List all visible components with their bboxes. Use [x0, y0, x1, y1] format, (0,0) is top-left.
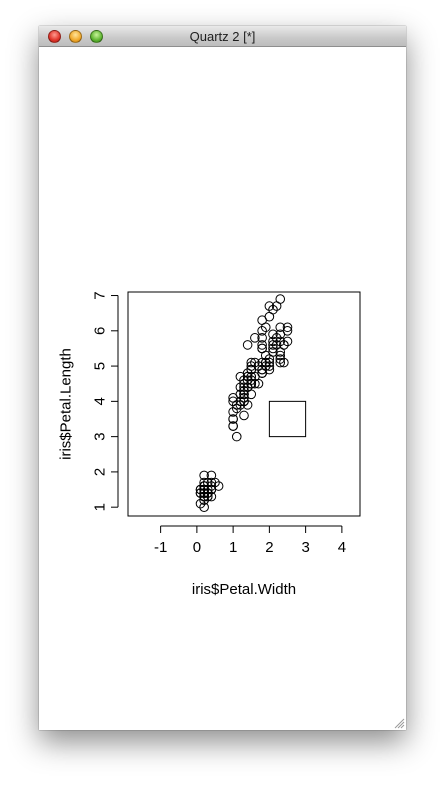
data-point: [228, 407, 238, 417]
data-point: [257, 326, 267, 336]
x-tick-label: 1: [229, 539, 237, 556]
data-point: [235, 389, 246, 400]
data-point: [199, 502, 209, 512]
data-point: [264, 311, 275, 322]
plot-frame: [127, 291, 361, 517]
y-axis: 1 2 3 4 5 6 7: [92, 291, 119, 511]
data-point: [199, 481, 209, 491]
data-point: [253, 378, 264, 389]
x-axis: -1 0 1 2 3 4: [154, 525, 346, 556]
y-tick-label: 2: [92, 468, 109, 476]
data-point: [246, 371, 257, 382]
data-point: [275, 347, 286, 357]
data-point: [231, 431, 242, 442]
y-tick-label: 5: [92, 362, 109, 370]
data-point: [275, 354, 286, 364]
y-tick-label: 1: [92, 503, 109, 511]
data-point: [260, 322, 271, 333]
zoom-button[interactable]: [90, 30, 103, 43]
data-point: [275, 357, 286, 368]
x-tick-label: 4: [338, 539, 346, 556]
y-tick-label: 7: [92, 291, 109, 299]
data-point: [239, 385, 249, 396]
data-point: [206, 470, 217, 481]
data-points: [195, 294, 293, 512]
data-point: [239, 410, 249, 421]
data-point: [260, 357, 271, 368]
data-point: [228, 414, 238, 424]
scatter-plot: -1 0 1 2 3 4 1 2 3 4 5 6 7 iris$Petal.Width iris$Pe…: [58, 291, 361, 598]
overlay-rectangle: [268, 400, 307, 438]
data-point: [199, 488, 209, 498]
data-point: [275, 294, 286, 304]
data-point: [268, 336, 278, 347]
data-point: [242, 340, 253, 350]
data-point: [239, 389, 249, 400]
x-tick-label: 2: [265, 539, 273, 556]
x-tick-label: 0: [193, 539, 201, 556]
y-axis-label: iris$Petal.Length: [58, 348, 75, 460]
plot-canvas: -1 0 1 2 3 4 1 2 3 4 5 6 7 iris$Petal.Width iris$Pe…: [39, 47, 406, 730]
data-point: [275, 322, 286, 333]
title-bar[interactable]: Quartz 2 [*]: [39, 26, 406, 47]
data-point: [257, 340, 267, 350]
data-point: [242, 375, 253, 385]
data-point: [282, 336, 293, 347]
y-tick-label: 4: [92, 397, 109, 405]
x-tick-label: -1: [154, 539, 167, 556]
window-title: Quartz 2 [*]: [189, 29, 256, 44]
minimize-button[interactable]: [69, 30, 82, 43]
data-point: [246, 361, 257, 371]
data-point: [268, 340, 278, 350]
data-point: [282, 322, 293, 333]
data-point: [257, 343, 267, 354]
data-point: [257, 357, 267, 368]
resize-grip-icon[interactable]: [394, 718, 405, 729]
data-point: [213, 481, 224, 491]
data-point: [199, 484, 209, 495]
data-point: [239, 393, 249, 403]
data-point: [257, 333, 267, 343]
close-button[interactable]: [48, 30, 61, 43]
data-point: [264, 301, 275, 311]
data-point: [228, 421, 238, 431]
data-point: [199, 470, 209, 481]
data-point: [246, 357, 257, 368]
plot-window: Quartz 2 [*] -1 0 1 2 3 4 1 2 3 4 5 6 7 iris$Petal.…: [39, 26, 406, 730]
x-axis-label: iris$Petal.Width: [192, 581, 296, 598]
data-point: [250, 357, 260, 368]
y-tick-label: 6: [92, 327, 109, 335]
data-point: [250, 333, 260, 343]
x-tick-label: 3: [301, 539, 309, 556]
data-point: [199, 491, 209, 502]
y-tick-label: 3: [92, 432, 109, 440]
data-point: [268, 329, 278, 340]
data-point: [275, 329, 286, 340]
